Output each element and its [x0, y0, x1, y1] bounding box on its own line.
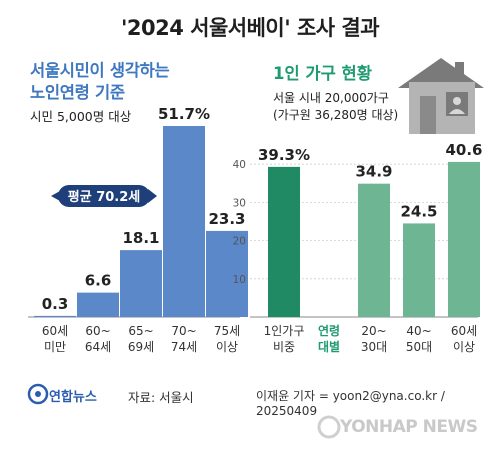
- left-bar: [77, 292, 119, 317]
- left-bar-value-label: 23.3: [208, 210, 245, 228]
- right-category-label: 20~: [361, 324, 386, 338]
- page-title: '2024 서울서베이' 조사 결과: [120, 16, 380, 40]
- left-category-label: 미만: [44, 340, 66, 354]
- right-category-label: 60세: [451, 324, 477, 338]
- left-bar: [206, 230, 248, 317]
- right-category-label: 40~: [406, 324, 431, 338]
- left-category-label: 64세: [85, 340, 111, 354]
- left-chart-title-line2: 노인연령 기준: [30, 83, 125, 102]
- left-bar: [34, 315, 76, 317]
- right-bar: [268, 166, 300, 317]
- yonhap-logo-icon: [27, 383, 49, 405]
- right-chart-title: 1인 가구 현황: [273, 64, 372, 83]
- left-bar-value-label: 0.3: [42, 295, 69, 313]
- right-category-label: 1인가구: [264, 324, 305, 338]
- right-bar-value-label: 24.5: [400, 202, 437, 220]
- average-badge: 평균 70.2세: [51, 185, 157, 207]
- right-category-label: 30대: [361, 340, 387, 354]
- right-category-label: 50대: [406, 340, 432, 354]
- left-bar-value-label: 6.6: [85, 272, 112, 290]
- right-category-label: 비중: [273, 340, 295, 354]
- footer-credit: 이재윤 기자 = yoon2@yna.co.kr / 20250409: [256, 389, 445, 418]
- left-chart-subtitle: 시민 5,000명 대상: [30, 109, 132, 124]
- right-category-label: 이상: [453, 340, 475, 354]
- footer-logo: 연합뉴스: [49, 390, 97, 405]
- right-bar: [448, 161, 480, 317]
- right-chart-subtitle-line2: (가구원 36,280명 대상): [273, 108, 399, 122]
- left-bar-value-label: 51.7%: [158, 105, 210, 123]
- left-bar: [163, 126, 205, 317]
- left-bar: [120, 250, 162, 317]
- house-icon: [398, 58, 484, 134]
- right-ytick-label: 30: [233, 197, 246, 209]
- right-category-label: 대별: [318, 339, 340, 354]
- left-chart-title: 서울시민이 생각하는 노인연령 기준: [30, 60, 170, 104]
- right-bar-value-label: 34.9: [355, 163, 392, 181]
- left-chart-title-line1: 서울시민이 생각하는: [30, 61, 170, 80]
- footer-source: 자료: 서울시: [128, 390, 194, 405]
- left-category-label: 60~: [85, 324, 110, 338]
- footer-watermark: YONHAP NEWS: [340, 417, 478, 437]
- right-category-label: 연령: [318, 323, 340, 338]
- right-chart-subtitle-line1: 서울 시내 20,000가구: [273, 91, 389, 105]
- left-category-label: 74세: [171, 340, 197, 354]
- left-category-label: 69세: [128, 340, 154, 354]
- average-badge-label: 평균 70.2세: [68, 189, 140, 205]
- right-bar: [358, 183, 390, 317]
- left-category-label: 70~: [171, 324, 196, 338]
- right-bar: [403, 223, 435, 317]
- left-category-label: 60세: [42, 324, 68, 338]
- right-ytick-label: 40: [233, 159, 246, 171]
- right-bar-value-label: 40.6: [445, 141, 482, 159]
- left-category-label: 75세: [214, 324, 240, 338]
- right-chart-subtitle: 서울 시내 20,000가구 (가구원 36,280명 대상): [273, 90, 398, 124]
- left-category-label: 65~: [128, 324, 153, 338]
- left-category-label: 이상: [216, 340, 238, 354]
- right-ytick-label: 20: [233, 236, 246, 248]
- right-bar-value-label: 39.3%: [258, 146, 310, 164]
- left-bar-value-label: 18.1: [122, 229, 159, 247]
- watermark-icon: [317, 415, 341, 439]
- right-ytick-label: 10: [233, 274, 246, 286]
